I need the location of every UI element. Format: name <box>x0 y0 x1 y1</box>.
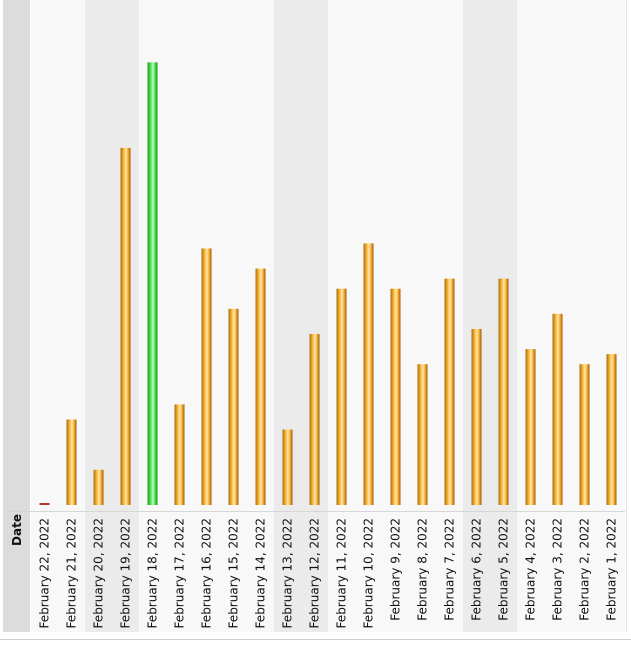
bar[interactable] <box>282 429 293 505</box>
x-tick-label: February 22, 2022 <box>38 518 52 628</box>
column-band <box>517 0 545 632</box>
column-band <box>58 0 86 632</box>
x-axis-title-cell <box>3 512 30 632</box>
bar[interactable] <box>255 268 266 505</box>
x-tick-label: February 11, 2022 <box>335 518 349 628</box>
column-band <box>31 0 59 632</box>
x-tick-label: February 10, 2022 <box>362 518 376 628</box>
x-tick-label: February 4, 2022 <box>524 518 538 621</box>
x-axis-title: Date <box>10 514 24 546</box>
x-tick-label: February 17, 2022 <box>173 518 187 628</box>
column-band <box>85 0 113 632</box>
bar[interactable] <box>579 364 590 505</box>
x-tick-label: February 8, 2022 <box>416 518 430 621</box>
bar[interactable] <box>309 333 320 505</box>
bar[interactable] <box>444 278 455 505</box>
column-band <box>598 0 626 632</box>
x-tick-label: February 20, 2022 <box>92 518 106 628</box>
column-band <box>301 0 329 632</box>
bar[interactable] <box>120 147 131 505</box>
bar[interactable] <box>228 308 239 505</box>
x-tick-label: February 12, 2022 <box>308 518 322 628</box>
bar[interactable] <box>201 248 212 505</box>
column-band <box>463 0 491 632</box>
x-tick-label: February 6, 2022 <box>470 518 484 621</box>
bar[interactable] <box>363 243 374 505</box>
x-tick-label: February 2, 2022 <box>578 518 592 621</box>
x-tick-label: February 19, 2022 <box>119 518 133 628</box>
y-axis-strip <box>3 0 30 512</box>
bar[interactable] <box>606 354 617 505</box>
bar[interactable] <box>552 313 563 505</box>
x-tick-label: February 7, 2022 <box>443 518 457 621</box>
bar[interactable] <box>390 288 401 505</box>
bar[interactable] <box>498 278 509 505</box>
bar[interactable] <box>525 349 536 505</box>
bar[interactable] <box>336 288 347 505</box>
x-tick-label: February 18, 2022 <box>146 518 160 628</box>
x-tick-label: February 13, 2022 <box>281 518 295 628</box>
bar[interactable] <box>93 469 104 505</box>
x-tick-label: February 5, 2022 <box>497 518 511 621</box>
bar[interactable] <box>471 328 482 505</box>
x-tick-label: February 3, 2022 <box>551 518 565 621</box>
bar[interactable] <box>174 404 185 505</box>
x-tick-label: February 14, 2022 <box>254 518 268 628</box>
x-tick-label: February 1, 2022 <box>605 518 619 621</box>
x-tick-label: February 21, 2022 <box>65 518 79 628</box>
bar-highlighted[interactable] <box>147 62 158 506</box>
bar[interactable] <box>66 419 77 505</box>
column-band <box>571 0 599 632</box>
column-band <box>274 0 302 632</box>
column-band <box>166 0 194 632</box>
x-tick-label: February 15, 2022 <box>227 518 241 628</box>
x-tick-label: February 9, 2022 <box>389 518 403 621</box>
bar[interactable] <box>39 503 50 505</box>
column-band <box>409 0 437 632</box>
bar[interactable] <box>417 364 428 505</box>
x-tick-label: February 16, 2022 <box>200 518 214 628</box>
